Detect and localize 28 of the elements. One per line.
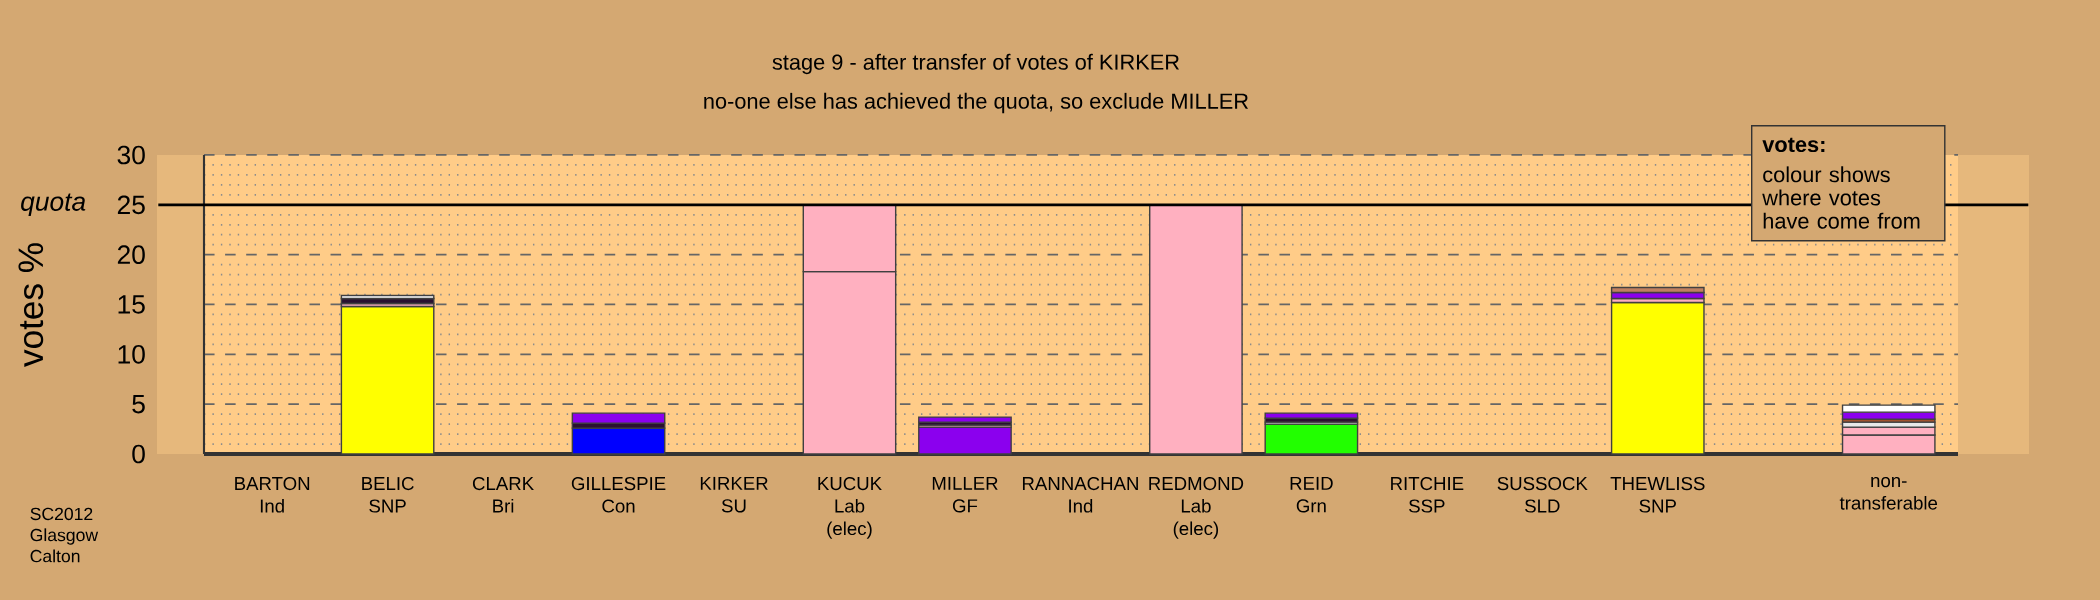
ref-line-label: quota bbox=[21, 193, 86, 217]
x-tick-label: GILLESPIE Con bbox=[571, 476, 666, 513]
y-tick-label: 10 bbox=[118, 344, 145, 364]
x-tick-label: KIRKER SU bbox=[700, 476, 768, 513]
x-tick-label: SUSSOCK SLD bbox=[1497, 476, 1588, 513]
y-tick-label: 20 bbox=[117, 245, 145, 265]
x-tick-label: KUCUK Lab (elec) bbox=[818, 476, 882, 539]
x-tick-label: BELIC SNP bbox=[362, 476, 414, 513]
text: SC2012 Glasgow Calton bbox=[30, 507, 99, 563]
y-tick-label: 5 bbox=[132, 394, 145, 414]
annotation: colour shows where votes have come from bbox=[1762, 166, 1920, 229]
chart-title: stage 9 - after transfer of votes of KIRKER bbox=[772, 53, 1180, 75]
x-tick-label: non-transferable bbox=[1839, 476, 1938, 510]
x-tick-label: MILLER GF bbox=[932, 476, 998, 513]
y-axis-title: votes % bbox=[18, 243, 44, 367]
x-tick-label: THEWLISS SNP bbox=[1610, 476, 1705, 513]
y-tick-label: 0 bbox=[132, 444, 145, 464]
chart-subtitle: no-one else has achieved the quota, so exclude MILLER bbox=[704, 92, 1249, 114]
x-tick-label: CLARK Bri bbox=[472, 476, 534, 513]
y-tick-label: 30 bbox=[117, 145, 145, 165]
x-tick-label: BARTON Ind bbox=[235, 476, 310, 513]
y-tick-label: 25 bbox=[117, 195, 145, 215]
x-tick-label: RANNACHAN Ind bbox=[1022, 476, 1138, 513]
text: votes: bbox=[1762, 137, 1825, 153]
x-tick-label: REDMOND Lab (elec) bbox=[1149, 476, 1244, 539]
x-tick-label: REID Grn bbox=[1290, 476, 1333, 513]
y-tick-label: 15 bbox=[118, 295, 145, 314]
x-tick-label: RITCHIE SSP bbox=[1391, 476, 1464, 513]
